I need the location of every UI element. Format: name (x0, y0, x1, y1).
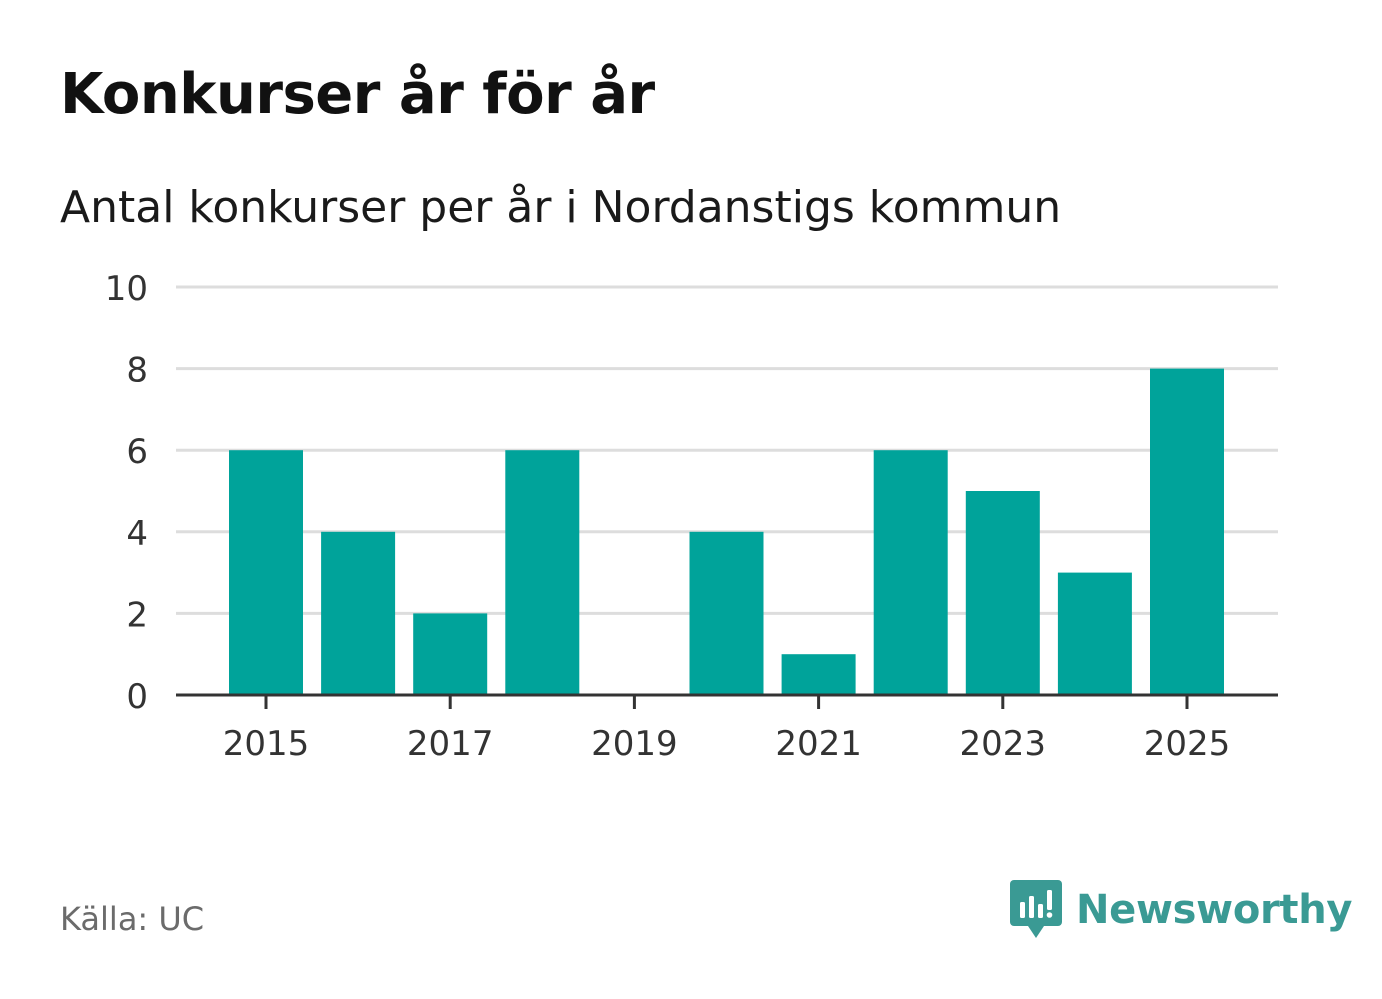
brand-logo-block: Newsworthy (1010, 878, 1353, 942)
x-tick-label: 2021 (775, 724, 862, 764)
bars (229, 368, 1224, 695)
bar-2016 (321, 531, 396, 695)
bar-2025 (1150, 368, 1224, 695)
chart-title: Konkurser år för år (60, 62, 655, 127)
y-tick-label: 2 (126, 595, 148, 635)
x-tick-label: 2015 (223, 724, 310, 764)
y-tick-label: 4 (126, 514, 148, 554)
tick-labels: 0 2 4 6 8 10 2015 2017 2019 2021 2023 2025 (105, 269, 1231, 764)
x-tick-label: 2019 (591, 724, 678, 764)
axes (176, 693, 1278, 709)
chart-subtitle: Antal konkurser per år i Nordanstigs kom… (60, 182, 1062, 233)
x-tick-label: 2025 (1144, 724, 1231, 764)
bar-2018 (505, 450, 580, 695)
source-note: Källa: UC (60, 900, 205, 938)
x-tick-label: 2017 (407, 724, 494, 764)
bar-2022 (873, 450, 948, 695)
bar-2021 (781, 654, 856, 695)
newsworthy-logo-icon (1010, 880, 1062, 938)
x-tick-label: 2023 (960, 724, 1047, 764)
y-tick-label: 0 (126, 677, 148, 717)
bar-2020 (689, 531, 764, 695)
bar-2024 (1057, 572, 1132, 695)
bar-2015 (229, 450, 303, 695)
y-tick-label: 10 (105, 269, 148, 309)
bar-2023 (965, 491, 1040, 695)
y-tick-label: 6 (126, 432, 148, 472)
y-tick-label: 8 (126, 351, 148, 391)
bar-2017 (413, 613, 488, 695)
brand-name: Newsworthy (1076, 887, 1353, 933)
